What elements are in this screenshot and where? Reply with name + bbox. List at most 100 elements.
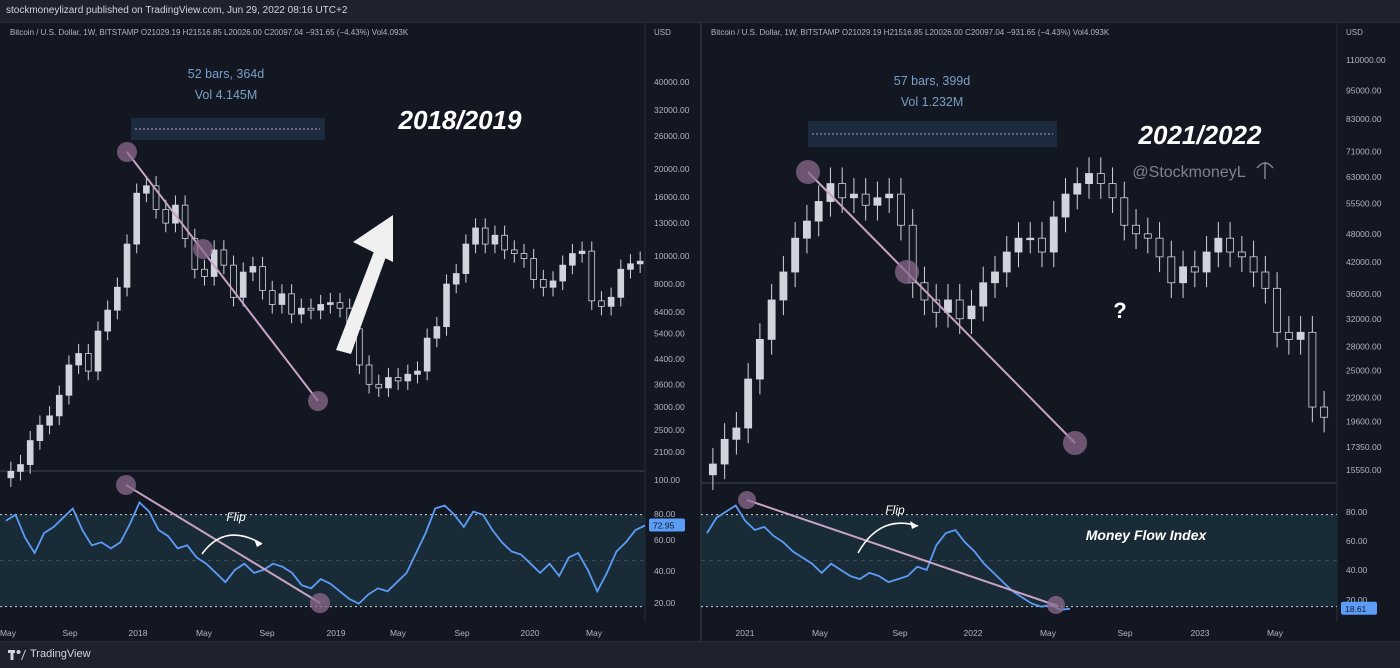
price-tick-label: 6400.00 [654, 307, 685, 317]
currency-label: USD [1346, 28, 1363, 37]
price-tick-label: 48000.00 [1346, 229, 1382, 239]
price-tick-label: 8000.00 [654, 279, 685, 289]
candle-body [239, 271, 247, 298]
date-axis-label: Sep [892, 628, 907, 638]
date-axis-label: May [1267, 628, 1284, 638]
price-tick-label: 36000.00 [1346, 289, 1382, 299]
highlight-circle [1047, 596, 1065, 614]
candle-body [908, 224, 917, 284]
price-tick-label: 110000.00 [1346, 55, 1386, 65]
date-axis-label: 2019 [327, 628, 346, 638]
candle-body [732, 427, 741, 440]
candle-body [152, 185, 160, 210]
candle-body [433, 326, 441, 339]
price-trendline [126, 151, 319, 402]
candle-body [598, 300, 605, 307]
candle-body [802, 220, 811, 239]
candle-body [394, 377, 402, 382]
date-axis-label: May [196, 628, 213, 638]
mfi-tick-label: 80.00 [1346, 507, 1368, 517]
period-annotation: 2021/2022 [1138, 120, 1262, 150]
candle-body [540, 279, 547, 288]
measure-bars-label: 52 bars, 364d [188, 67, 264, 81]
candle-body [850, 193, 858, 199]
candle-body [791, 237, 800, 273]
candle-body [510, 249, 518, 254]
candle-body [162, 209, 170, 224]
chart-canvas: Bitcoin / U.S. Dollar, 1W, BITSTAMP O210… [0, 22, 1386, 641]
candle-body [1190, 266, 1199, 273]
candle-body [201, 268, 208, 277]
price-tick-label: 42000.00 [1346, 257, 1382, 267]
candle-body [414, 370, 421, 375]
price-tick-label: 55500.00 [1346, 198, 1382, 208]
candle-body [838, 183, 847, 199]
candle-body [1085, 173, 1093, 184]
candle-body [65, 364, 73, 396]
price-tick-label: 5400.00 [654, 328, 685, 338]
candle-body [462, 243, 470, 274]
price-tick-label: 95000.00 [1346, 86, 1382, 96]
candle-body [607, 296, 615, 307]
candle-body [708, 463, 717, 476]
candle-body [1261, 271, 1270, 289]
candle-body [744, 378, 753, 429]
candle-body [955, 299, 964, 320]
mfi-tick-label: 100.00 [654, 475, 680, 485]
price-tick-label: 32000.00 [1346, 314, 1382, 324]
candle-body [617, 268, 625, 298]
candle-body [327, 302, 334, 305]
candle-body [1273, 287, 1282, 333]
candle-body [443, 283, 450, 328]
price-tick-label: 28000.00 [1346, 342, 1382, 352]
candle-body [720, 438, 729, 465]
price-tick-label: 26000.00 [654, 131, 690, 141]
period-annotation: 2018/2019 [398, 105, 522, 135]
candle-body [133, 192, 141, 245]
mfi-tick-label: 60.00 [1346, 536, 1368, 546]
highlight-circle [796, 160, 820, 184]
price-tick-label: 25000.00 [1346, 365, 1382, 375]
measure-bars-label: 57 bars, 399d [894, 74, 970, 88]
candle-body [336, 302, 344, 309]
symbol-info: Bitcoin / U.S. Dollar, 1W, BITSTAMP O210… [10, 28, 409, 37]
date-axis-label: 2020 [521, 628, 540, 638]
candle-body [7, 470, 15, 479]
candle-body [94, 330, 102, 372]
flip-arrow-head [910, 521, 918, 529]
candle-body [46, 415, 53, 426]
candle-body [181, 204, 189, 239]
candle-body [365, 364, 373, 385]
mfi-trendline [125, 484, 321, 604]
candle-body [1026, 237, 1035, 241]
candle-body [944, 299, 952, 313]
date-axis-label: May [0, 628, 17, 638]
date-axis-label: Sep [259, 628, 274, 638]
mfi-line [706, 504, 1071, 611]
candle-body [278, 293, 286, 305]
mfi-current-value: 18.61 [1345, 604, 1367, 614]
candle-body [491, 234, 499, 245]
date-axis-label: May [1040, 628, 1057, 638]
up-arrow-head [353, 215, 393, 262]
candle-body [1202, 251, 1211, 273]
indicator-label: Money Flow Index [1086, 527, 1208, 543]
highlight-circle [1063, 431, 1087, 455]
price-tick-label: 20000.00 [654, 164, 690, 174]
candle-body [1296, 331, 1305, 340]
flip-label: Flip [226, 510, 246, 524]
candle-body [885, 193, 894, 199]
candle-body [1073, 183, 1082, 195]
mfi-current-value: 72.95 [653, 520, 675, 530]
currency-label: USD [654, 28, 671, 37]
price-tick-label: 4400.00 [654, 354, 685, 364]
measure-volume-label: Vol 4.145M [195, 88, 258, 102]
candle-body [1237, 251, 1246, 258]
price-tick-label: 3600.00 [654, 379, 685, 389]
candle-body [307, 307, 315, 311]
price-tick-label: 83000.00 [1346, 114, 1382, 124]
candle-body [26, 440, 34, 465]
highlight-circle [308, 391, 328, 411]
price-tick-label: 15550.00 [1346, 465, 1382, 475]
mfi-tick-label: 40.00 [654, 566, 676, 576]
